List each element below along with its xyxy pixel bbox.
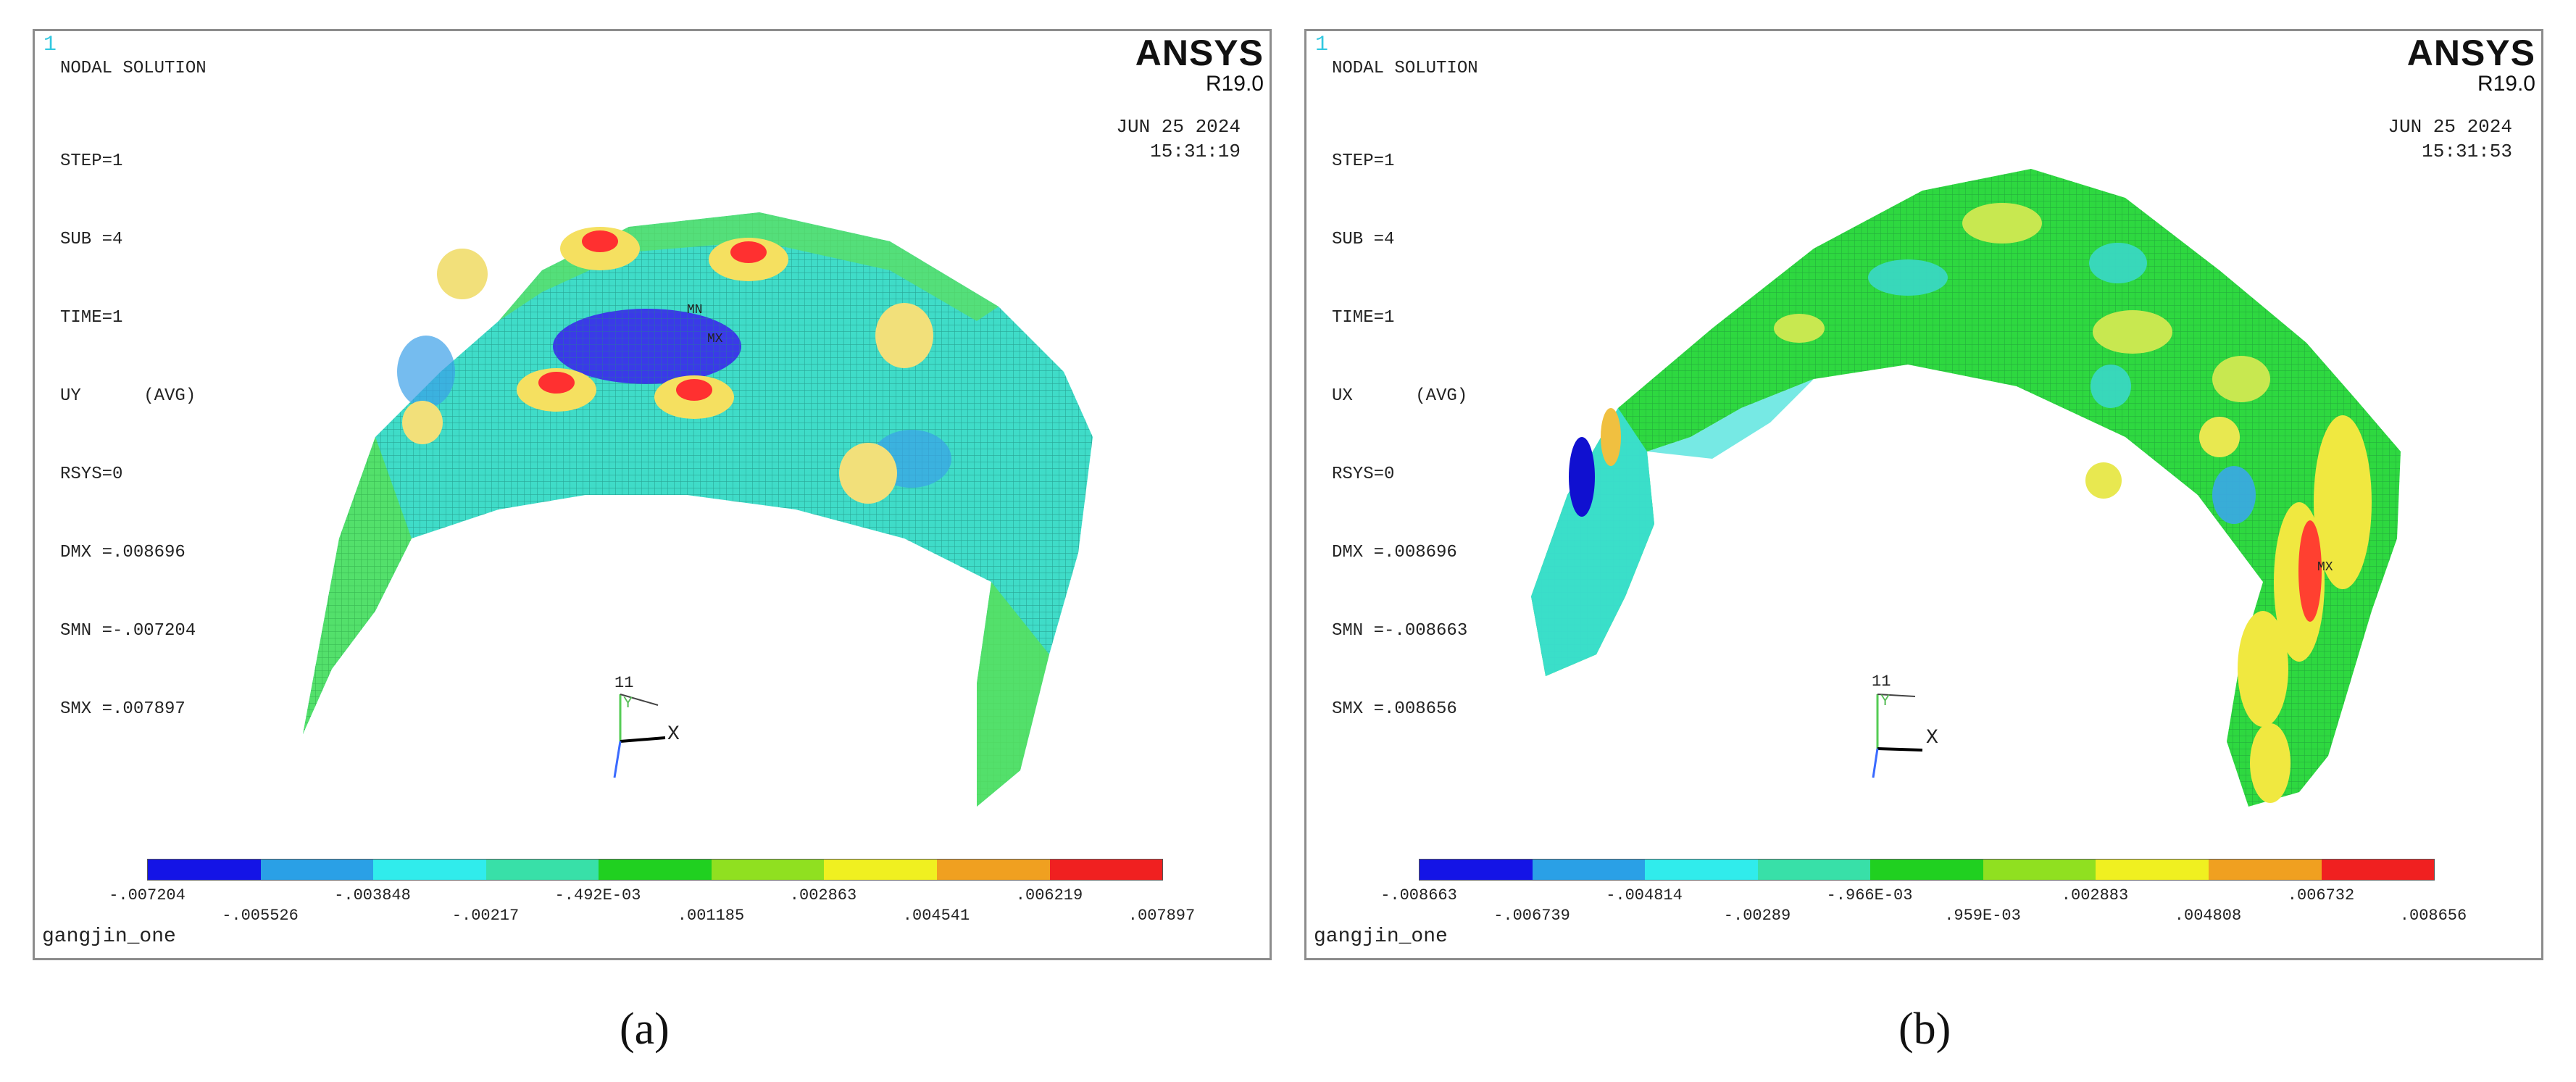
window-number: 1 xyxy=(43,33,57,57)
info-line: DMX =.008696 xyxy=(1332,543,1457,562)
max-marker: MX xyxy=(2317,560,2333,575)
info-line: UX (AVG) xyxy=(1332,386,1468,406)
date-text: JUN 25 2024 xyxy=(1116,116,1241,138)
legend-label: .959E-03 xyxy=(1944,907,2021,925)
color-legend xyxy=(1419,859,2435,881)
legend-swatch xyxy=(936,860,1050,880)
brand-name: ANSYS xyxy=(1135,33,1264,73)
triad-number: 11 xyxy=(614,674,634,692)
triad-y-label: Y xyxy=(1880,692,1891,710)
legend-label: .006219 xyxy=(1015,886,1083,904)
axis-triad xyxy=(613,694,666,778)
legend-swatch xyxy=(1532,860,1646,880)
legend-swatch xyxy=(373,860,486,880)
info-line: SMN =-.008663 xyxy=(1332,621,1468,641)
legend-swatch xyxy=(260,860,374,880)
result-panel-b: 1 NODAL SOLUTION STEP=1 SUB =4 TIME=1 UX… xyxy=(1304,29,2543,960)
ansys-logo: ANSYS R19.0 xyxy=(1135,33,1264,95)
info-line: TIME=1 xyxy=(60,308,123,328)
plot-title: NODAL SOLUTION xyxy=(1332,59,1478,78)
info-line: SMX =.007897 xyxy=(60,699,186,719)
legend-label: .007897 xyxy=(1127,907,1196,925)
contour-plot-b xyxy=(1531,169,2401,807)
legend-label: .008656 xyxy=(2399,907,2467,925)
color-legend xyxy=(147,859,1163,881)
legend-label: -.00289 xyxy=(1723,907,1791,925)
legend-label: .001185 xyxy=(677,907,745,925)
min-region xyxy=(1569,437,1595,517)
legend-label: -.007204 xyxy=(109,886,186,904)
timestamp: JUN 25 2024 15:31:53 xyxy=(2388,115,2512,164)
brand-version: R19.0 xyxy=(1205,72,1264,96)
legend-label: -.008663 xyxy=(1380,886,1457,904)
info-line: TIME=1 xyxy=(1332,308,1395,328)
info-line: STEP=1 xyxy=(60,151,123,171)
legend-swatch xyxy=(485,860,599,880)
date-text: JUN 25 2024 xyxy=(2388,116,2512,138)
info-line: UY (AVG) xyxy=(60,386,196,406)
legend-label: .006732 xyxy=(2287,886,2355,904)
time-text: 15:31:19 xyxy=(1150,141,1241,162)
brand-name: ANSYS xyxy=(2406,33,2535,73)
legend-label: .002863 xyxy=(789,886,857,904)
max-regions xyxy=(1601,203,2372,803)
legend-label: .004541 xyxy=(902,907,970,925)
plot-title: NODAL SOLUTION xyxy=(60,59,207,78)
caption-b: (b) xyxy=(1898,1004,1951,1054)
info-line: RSYS=0 xyxy=(1332,465,1395,484)
time-text: 15:31:53 xyxy=(2422,141,2512,162)
ansys-logo: ANSYS R19.0 xyxy=(2407,33,2535,95)
info-line: DMX =.008696 xyxy=(60,543,186,562)
triad-y-label: Y xyxy=(623,694,633,712)
triad-number: 11 xyxy=(1872,673,1891,691)
legend-swatch xyxy=(824,860,937,880)
legend-swatch xyxy=(2208,860,2322,880)
info-line: SMX =.008656 xyxy=(1332,699,1457,719)
legend-label: .004808 xyxy=(2174,907,2242,925)
model-filename: gangjin_one xyxy=(1314,925,1448,948)
info-line: SUB =4 xyxy=(1332,230,1395,249)
solution-info: STEP=1 SUB =4 TIME=1 UX (AVG) RSYS=0 DMX… xyxy=(1332,96,1467,775)
info-line: RSYS=0 xyxy=(60,465,123,484)
solution-info: STEP=1 SUB =4 TIME=1 UY (AVG) RSYS=0 DMX… xyxy=(60,96,196,775)
legend-label: -.492E-03 xyxy=(554,886,641,904)
legend-swatch xyxy=(1645,860,1758,880)
legend-swatch xyxy=(711,860,825,880)
legend-label: -.004814 xyxy=(1606,886,1683,904)
legend-swatch xyxy=(1420,860,1533,880)
legend-swatch xyxy=(1049,860,1163,880)
legend-swatch xyxy=(1757,860,1871,880)
legend-swatch xyxy=(2321,860,2435,880)
model-filename: gangjin_one xyxy=(42,925,176,948)
triad-x-label: X xyxy=(1926,727,1938,749)
brand-version: R19.0 xyxy=(2477,72,2535,96)
window-number: 1 xyxy=(1315,33,1329,57)
legend-label: -.966E-03 xyxy=(1826,886,1913,904)
min-marker: MN xyxy=(687,303,703,317)
info-line: SMN =-.007204 xyxy=(60,621,196,641)
contour-plot-a xyxy=(303,212,1093,807)
info-line: STEP=1 xyxy=(1332,151,1395,171)
legend-label: -.005526 xyxy=(222,907,299,925)
legend-label: -.00217 xyxy=(451,907,520,925)
result-panel-a: 1 NODAL SOLUTION STEP=1 SUB =4 TIME=1 UY… xyxy=(33,29,1272,960)
axis-triad xyxy=(1872,694,1923,778)
legend-swatch xyxy=(599,860,712,880)
max-marker: MX xyxy=(707,332,723,346)
legend-label: .002883 xyxy=(2061,886,2129,904)
legend-label: -.003848 xyxy=(334,886,411,904)
info-line: SUB =4 xyxy=(60,230,123,249)
legend-swatch xyxy=(1870,860,1983,880)
legend-swatch xyxy=(148,860,261,880)
legend-swatch xyxy=(2096,860,2209,880)
legend-label: -.006739 xyxy=(1493,907,1570,925)
legend-swatch xyxy=(1983,860,2096,880)
timestamp: JUN 25 2024 15:31:19 xyxy=(1116,115,1241,164)
caption-a: (a) xyxy=(620,1004,670,1054)
triad-x-label: X xyxy=(667,723,680,746)
max-regions xyxy=(402,227,933,504)
